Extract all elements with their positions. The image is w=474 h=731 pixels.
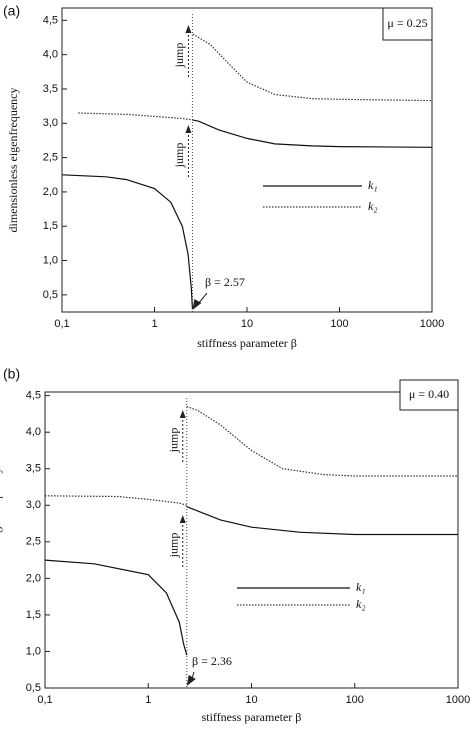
series-line xyxy=(61,119,433,309)
series-line xyxy=(44,406,458,506)
x-tick-label: 100 xyxy=(346,694,364,706)
jump-arrowhead xyxy=(185,125,192,133)
x-tick-label: 10 xyxy=(245,694,257,706)
y-tick-label: 4,0 xyxy=(43,49,58,61)
x-tick-label: 1000 xyxy=(420,318,444,330)
y-tick-label: 3,5 xyxy=(43,83,58,95)
legend-label: k₂ xyxy=(356,597,366,611)
series-line xyxy=(78,33,433,121)
y-tick-label: 2,0 xyxy=(26,572,41,584)
x-tick-label: 10 xyxy=(241,318,253,330)
legend-label: k₁ xyxy=(368,178,378,192)
y-tick-label: 2,5 xyxy=(43,152,58,164)
y-tick-label: 1,0 xyxy=(43,254,58,266)
jump-arrowhead xyxy=(179,515,186,523)
panel-label: (b) xyxy=(3,366,20,382)
parameter-box xyxy=(399,379,459,411)
y-tick-label: 1,5 xyxy=(26,609,41,621)
x-axis-label: stiffness parameter β xyxy=(197,336,297,350)
panel-label: (a) xyxy=(3,3,20,19)
x-tick-label: 1 xyxy=(151,318,157,330)
y-tick-label: 1,0 xyxy=(26,645,41,657)
parameter-label: μ = 0.40 xyxy=(409,387,449,401)
x-tick-label: 0,1 xyxy=(54,318,69,330)
jump-label: jump xyxy=(172,43,186,69)
legend-label: k₁ xyxy=(356,580,366,594)
critical-label: β = 2.36 xyxy=(192,654,232,668)
y-tick-label: 4,0 xyxy=(26,426,41,438)
x-axis-label: stiffness parameter β xyxy=(202,710,302,724)
y-tick-label: 0,5 xyxy=(26,682,41,694)
jump-label: jump xyxy=(172,143,186,169)
y-tick-label: 0,5 xyxy=(43,289,58,301)
series-line xyxy=(44,506,458,656)
y-tick-label: 2,0 xyxy=(43,186,58,198)
parameter-label: μ = 0.25 xyxy=(387,16,427,30)
y-tick-label: 3,0 xyxy=(26,499,41,511)
y-axis-label: dimensionless eigenfrequency xyxy=(6,88,20,233)
jump-arrowhead xyxy=(179,410,186,418)
x-tick-label: 100 xyxy=(330,318,348,330)
y-tick-label: 4,5 xyxy=(43,14,58,26)
critical-label: β = 2.57 xyxy=(205,275,245,289)
y-axis-label: dimensionless eigenfrequency xyxy=(0,468,3,613)
critical-arrowhead xyxy=(186,675,196,686)
y-tick-label: 3,5 xyxy=(26,463,41,475)
x-tick-label: 1 xyxy=(145,694,151,706)
plot-frame xyxy=(61,7,433,313)
jump-arrowhead xyxy=(185,25,192,33)
y-tick-label: 2,5 xyxy=(26,536,41,548)
jump-label: jump xyxy=(167,428,181,454)
x-tick-label: 0,1 xyxy=(37,694,52,706)
legend-label: k₂ xyxy=(368,199,378,213)
parameter-box xyxy=(382,7,433,41)
critical-arrowhead xyxy=(192,299,202,310)
jump-label: jump xyxy=(167,533,181,559)
y-tick-label: 1,5 xyxy=(43,220,58,232)
y-tick-label: 4,5 xyxy=(26,390,41,402)
plot-frame xyxy=(44,391,459,689)
y-tick-label: 3,0 xyxy=(43,117,58,129)
x-tick-label: 1000 xyxy=(446,694,470,706)
